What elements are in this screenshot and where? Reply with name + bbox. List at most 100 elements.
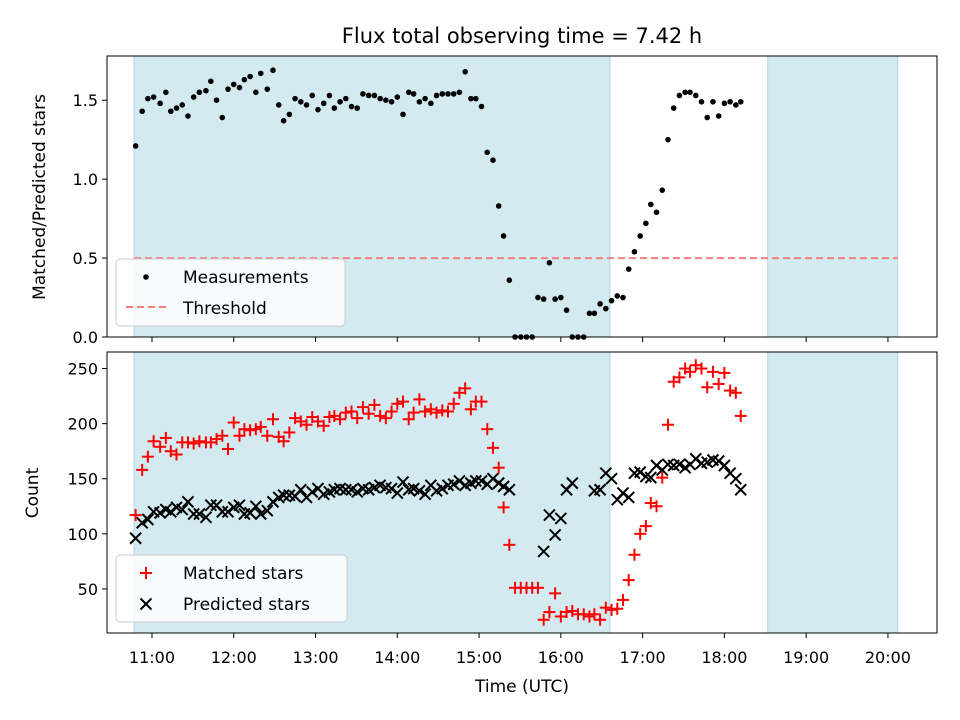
x-mark-stroke — [734, 483, 747, 496]
measurement-point — [737, 98, 744, 105]
matched-star-point — [543, 606, 556, 619]
matched-star-point — [233, 429, 246, 442]
matched-star-point — [129, 509, 142, 522]
measurement-point — [371, 92, 378, 99]
x-mark-stroke — [311, 482, 325, 495]
measurement-point — [264, 86, 271, 92]
x-mark-stroke — [475, 474, 488, 488]
matched-star-point — [701, 381, 714, 394]
measurement-point — [354, 105, 361, 111]
x-mark-stroke — [193, 507, 206, 521]
matched-star-point — [170, 448, 183, 461]
predicted-star-point — [249, 500, 263, 513]
matched-star-point — [345, 405, 358, 418]
matched-star-point — [193, 435, 206, 448]
legend-threshold-label: Threshold — [182, 299, 267, 319]
y-tick-label: 200 — [67, 415, 98, 434]
matched-star-point — [283, 426, 296, 439]
x-axis-label: Time (UTC) — [474, 677, 569, 697]
measurement-point — [348, 103, 355, 110]
x-mark-stroke — [622, 491, 635, 504]
matched-star-point — [684, 365, 697, 378]
measurement-point — [445, 91, 451, 97]
predicted-star-point — [339, 483, 352, 496]
measurement-point — [614, 293, 621, 299]
top-panel-frame — [106, 55, 938, 338]
matched-star-point — [216, 429, 229, 442]
measurement-point — [163, 89, 169, 96]
measurement-point — [365, 92, 372, 99]
x-mark-stroke — [413, 484, 426, 498]
matched-star-point — [729, 386, 742, 399]
measurement-point — [484, 149, 491, 156]
legend-box — [115, 554, 348, 623]
matched-star-point — [639, 520, 652, 533]
x-tick-label: 15:00 — [456, 648, 502, 667]
measurement-point — [422, 95, 428, 102]
measurement-point — [692, 92, 699, 99]
measurement-point — [631, 248, 638, 255]
measurement-point — [309, 92, 316, 99]
x-mark-stroke — [497, 480, 510, 493]
measurement-point — [500, 233, 507, 239]
measurement-point — [721, 100, 728, 107]
matched-star-point — [141, 450, 154, 463]
y-tick-label: 0.0 — [73, 328, 98, 347]
y-tick-label: 0.5 — [73, 249, 98, 268]
measurement-point — [167, 108, 174, 115]
measurement-point — [320, 100, 327, 107]
matched-star-point — [577, 608, 590, 621]
x-mark-stroke — [176, 503, 189, 516]
matched-star-point — [481, 423, 494, 436]
predicted-star-point — [418, 487, 432, 501]
matched-star-point — [362, 407, 375, 420]
measurement-point — [552, 296, 558, 302]
chart-title: Flux total observing time = 7.42 h — [342, 24, 702, 48]
observing-window-band — [767, 56, 898, 337]
x-tick-label: 18:00 — [701, 648, 747, 667]
x-mark-stroke — [345, 483, 358, 496]
x-mark-stroke — [181, 495, 195, 509]
x-mark-stroke — [436, 482, 449, 495]
matched-star-point — [317, 419, 330, 432]
measurement-point — [625, 266, 632, 272]
matched-star-point — [712, 377, 725, 390]
top-y-axis-label: Matched/Predicted stars — [30, 94, 50, 300]
y-tick-label: 1.0 — [73, 170, 98, 189]
predicted-star-point — [306, 485, 319, 499]
x-tick-label: 12:00 — [211, 648, 257, 667]
measurement-point — [643, 220, 649, 227]
x-mark-stroke — [147, 505, 160, 518]
measurement-point — [139, 108, 145, 115]
matched-star-point — [136, 463, 149, 476]
predicted-star-point — [554, 512, 568, 525]
matched-star-point — [430, 406, 443, 419]
predicted-star-point — [729, 472, 743, 485]
predicted-star-point — [673, 458, 686, 471]
x-mark-stroke — [537, 545, 550, 558]
measurement-point — [190, 94, 197, 100]
predicted-star-point — [548, 528, 562, 542]
predicted-star-point — [294, 483, 308, 496]
x-mark-stroke — [356, 482, 370, 495]
x-mark-stroke — [233, 498, 246, 512]
x-tick-label: 13:00 — [292, 648, 338, 667]
x-mark-stroke — [210, 498, 223, 512]
legend-measurements-label: Measurements — [183, 268, 309, 288]
matched-star-point — [154, 440, 167, 453]
matched-star-point — [407, 406, 420, 419]
measurement-point — [540, 296, 547, 302]
matched-star-point — [368, 398, 381, 411]
predicted-star-point — [566, 476, 579, 490]
measurement-point — [490, 157, 496, 163]
matched-star-point — [413, 393, 426, 406]
measurement-point — [506, 277, 513, 283]
measurement-point — [733, 102, 739, 108]
matched-star-point — [300, 418, 313, 431]
predicted-star-point — [216, 505, 229, 518]
x-tick-label: 17:00 — [620, 648, 666, 667]
x-tick-label: 19:00 — [783, 648, 829, 667]
matched-star-point — [187, 437, 200, 450]
measurement-point — [676, 92, 683, 99]
matched-star-point — [560, 606, 573, 619]
